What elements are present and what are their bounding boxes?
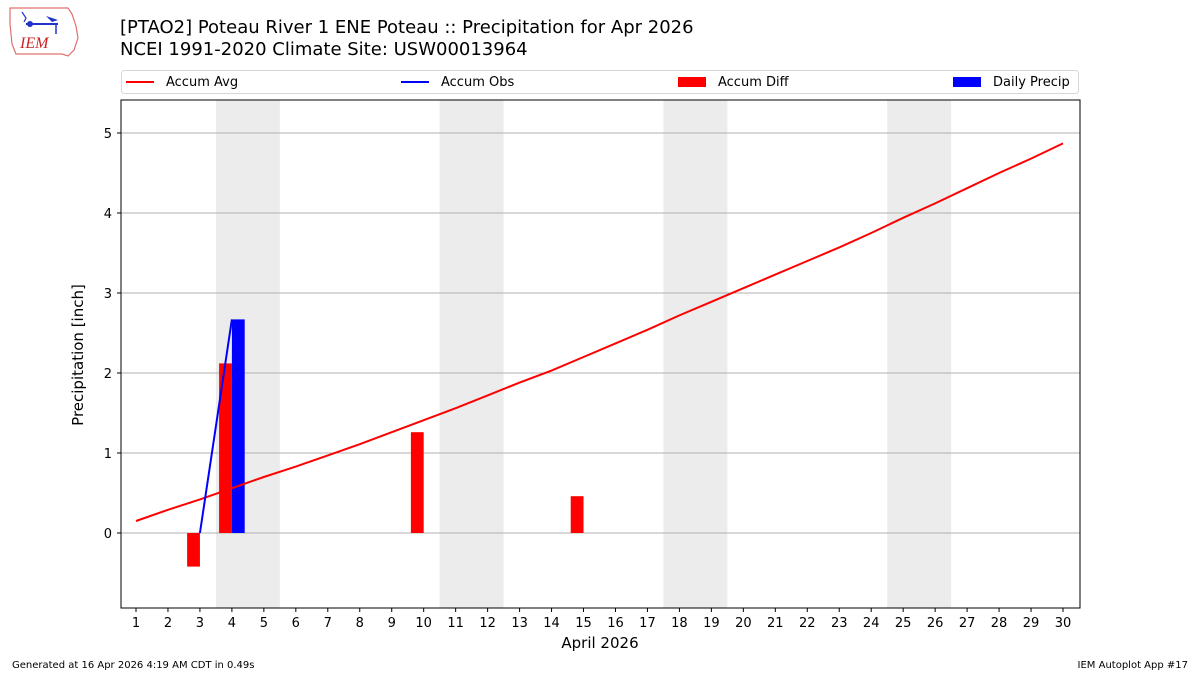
accum-obs-line — [198, 319, 233, 534]
x-tick-label: 10 — [415, 616, 432, 631]
y-tick-label: 4 — [104, 207, 112, 222]
red-bar-swatch-icon — [678, 77, 706, 87]
accum-avg-line — [135, 142, 1064, 522]
x-tick-label: 21 — [767, 616, 784, 631]
x-tick-label: 11 — [447, 616, 464, 631]
x-tick-label: 6 — [292, 616, 300, 631]
legend-accum-obs: Accum Obs — [401, 71, 514, 93]
chart-legend: Accum Avg Accum Obs Accum Diff Daily Pre… — [121, 70, 1079, 94]
x-tick-label: 24 — [863, 616, 880, 631]
svg-text:IEM: IEM — [19, 35, 50, 52]
x-tick-label: 8 — [356, 616, 364, 631]
x-tick-label: 27 — [959, 616, 976, 631]
x-tick-label: 1 — [132, 616, 140, 631]
generated-timestamp: Generated at 16 Apr 2026 4:19 AM CDT in … — [12, 660, 255, 671]
x-tick-label: 17 — [639, 616, 656, 631]
x-tick-label: 16 — [607, 616, 624, 631]
accum-diff-bar — [570, 496, 584, 533]
x-tick-label: 30 — [1055, 616, 1072, 631]
x-tick-label: 4 — [228, 616, 236, 631]
blue-line-swatch-icon — [401, 81, 429, 83]
weekend-shade — [887, 100, 952, 608]
x-tick-label: 26 — [927, 616, 944, 631]
weekend-shade — [439, 100, 504, 608]
y-tick-label: 3 — [104, 287, 112, 302]
accum-diff-bar — [187, 533, 200, 567]
iem-logo: IEM — [9, 7, 79, 57]
x-tick-label: 19 — [703, 616, 720, 631]
legend-accum-diff: Accum Diff — [678, 71, 789, 93]
red-line-swatch-icon — [126, 81, 154, 83]
app-id: IEM Autoplot App #17 — [1077, 660, 1188, 671]
blue-bar-swatch-icon — [953, 77, 981, 87]
y-axis-label: Precipitation [inch] — [69, 284, 87, 426]
x-tick-label: 12 — [479, 616, 496, 631]
y-tick-label: 1 — [104, 447, 112, 462]
x-tick-label: 13 — [511, 616, 528, 631]
x-tick-label: 23 — [831, 616, 848, 631]
y-tick-label: 5 — [104, 127, 112, 142]
chart-title: [PTAO2] Poteau River 1 ENE Poteau :: Pre… — [120, 17, 694, 60]
x-tick-label: 28 — [991, 616, 1008, 631]
legend-accum-avg: Accum Avg — [126, 71, 238, 93]
x-tick-label: 25 — [895, 616, 912, 631]
y-tick-label: 2 — [104, 367, 112, 382]
x-tick-label: 7 — [324, 616, 332, 631]
x-tick-label: 3 — [196, 616, 204, 631]
x-tick-label: 29 — [1023, 616, 1040, 631]
x-tick-label: 22 — [799, 616, 816, 631]
daily-precip-bar — [231, 319, 245, 533]
y-tick-label: 0 — [104, 527, 112, 542]
x-tick-label: 14 — [543, 616, 560, 631]
x-tick-label: 18 — [671, 616, 688, 631]
x-tick-label: 20 — [735, 616, 752, 631]
accum-diff-bar — [410, 432, 424, 533]
weekend-shade — [663, 100, 728, 608]
x-tick-label: 2 — [164, 616, 172, 631]
x-tick-label: 15 — [575, 616, 592, 631]
legend-daily-precip: Daily Precip — [953, 71, 1070, 93]
x-axis-label: April 2026 — [561, 634, 639, 652]
x-tick-label: 9 — [388, 616, 396, 631]
plot-frame — [120, 99, 1081, 609]
x-tick-label: 5 — [260, 616, 268, 631]
